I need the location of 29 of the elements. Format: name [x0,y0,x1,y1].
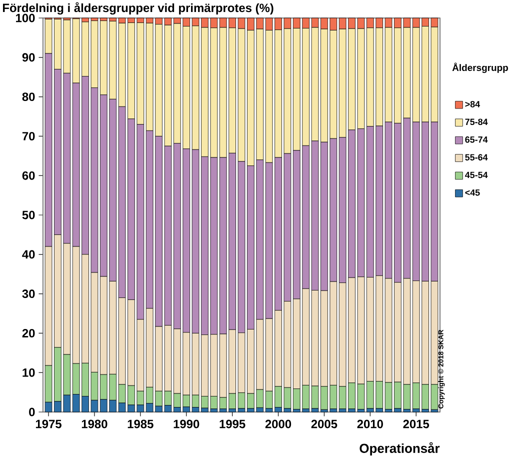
y-tick-label: 20 [22,328,35,338]
y-tick-label: 80 [22,92,35,102]
legend-title: Åldersgrupp [452,62,508,73]
y-tick-label: 10 [22,368,35,377]
x-tick-label: 1980 [82,420,108,428]
x-tick-label: 1995 [220,420,246,428]
y-tick-label: 0 [29,408,35,416]
legend-label: 55-64 [465,154,488,160]
y-tick-label: 40 [22,250,35,259]
legend-label: >84 [465,100,480,108]
y-tick-label: 60 [22,171,35,180]
x-tick-label: 1975 [36,420,62,428]
y-tick-label: 100 [16,14,35,22]
x-axis-title: Operationsår [360,442,440,456]
legend-label: 45-54 [465,172,488,178]
y-tick-label: 90 [22,53,35,62]
x-tick-label: 2000 [265,420,292,428]
x-tick-label: 1990 [174,420,200,428]
x-tick-label: 2005 [311,420,338,428]
x-tick-label: 2010 [357,420,383,428]
x-tick-label: 1985 [128,420,154,428]
y-tick-label: 70 [22,132,35,140]
y-tick-label: 30 [22,290,35,298]
legend-label: 75-84 [465,118,488,126]
y-tick-label: 50 [22,210,35,220]
chart-title: Fördelning i åldersgrupper vid primärprotes (%) [2,2,274,15]
legend-label: <45 [465,189,480,196]
x-tick-label: 2015 [403,420,430,428]
legend-label: 65-74 [465,136,488,143]
